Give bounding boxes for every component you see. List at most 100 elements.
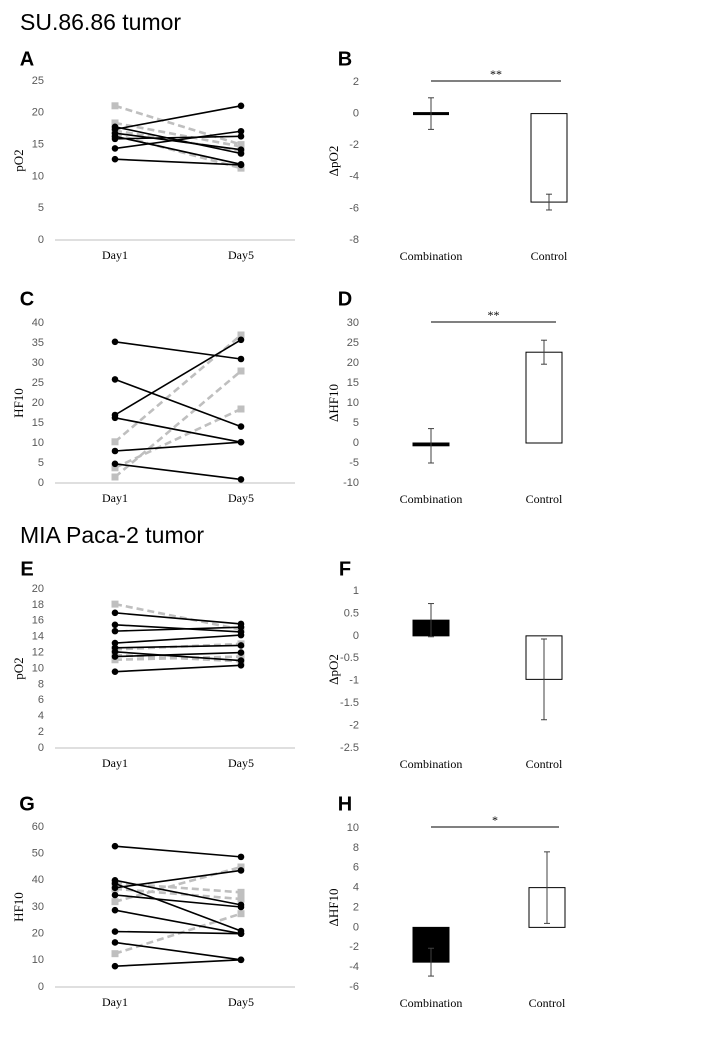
- panel-c-category-label: Day1: [102, 491, 128, 505]
- panel-e-ytick-label: 8: [38, 678, 44, 690]
- panel-e-control-series-line: [114, 642, 242, 651]
- panel-c-control-point: [111, 464, 119, 472]
- panel-f-ytick-label: 0: [353, 630, 359, 642]
- panel-f-ytick-label: -2: [349, 719, 359, 731]
- panel-e-combination-point: [111, 621, 119, 629]
- panel-e-control-series-line: [114, 655, 242, 662]
- panel-c-combination-point: [237, 336, 245, 344]
- panel-f-ytick-label: -0.5: [340, 652, 359, 664]
- panel-f-y-axis-label: ΔpO2: [326, 654, 341, 685]
- panel-e-ytick-label: 14: [32, 631, 44, 643]
- panel-h-ytick-label: 6: [353, 862, 359, 874]
- panel-e-ytick-label: 4: [38, 710, 44, 722]
- panel-b-ytick-label: -2: [349, 139, 359, 151]
- panel-d-ytick-label: 25: [347, 337, 359, 349]
- panel-f-category-label: Combination: [400, 757, 463, 771]
- panel-g-combination-point: [111, 891, 119, 899]
- panel-g-control-point: [237, 895, 245, 903]
- panel-g-combination-point: [237, 867, 245, 874]
- panel-g-letter: G: [19, 793, 35, 815]
- panel-g-combination-series-line: [114, 930, 242, 935]
- panel-e-combination-point: [111, 639, 119, 647]
- panel-e-combination-series-line: [114, 634, 242, 644]
- panel-c-combination-point: [111, 338, 119, 346]
- panel-a-combination-series-line: [114, 158, 242, 166]
- panel-g-combination-series-line: [114, 869, 242, 889]
- panel-a-combination-series-line: [114, 135, 242, 166]
- panel-c-ytick-label: 0: [38, 477, 44, 489]
- panel-e-combination-series-line: [114, 664, 242, 673]
- panel-d-ytick-label: 15: [347, 377, 359, 389]
- panel-h-ytick-label: 8: [353, 842, 359, 854]
- panel-c-ytick-label: 5: [38, 457, 44, 469]
- panel-c-combination-series-line: [114, 417, 242, 443]
- panel-g-ytick-label: 30: [32, 901, 44, 913]
- panel-g-combination-point: [111, 962, 119, 970]
- panel-b-letter: B: [338, 48, 352, 70]
- panel-c-combination-series-line: [114, 341, 242, 360]
- section-title-miapaca2: MIA Paca-2 tumor: [20, 522, 204, 548]
- panel-d-ytick-label: 5: [353, 417, 359, 429]
- panel-a-letter: A: [20, 48, 34, 70]
- panel-e-combination-series-line: [114, 644, 242, 649]
- panel-b-ytick-label: -6: [349, 202, 359, 214]
- panel-g-ytick-label: 10: [32, 954, 44, 966]
- panel-c-combination-series-line: [114, 441, 242, 452]
- panel-g-combination-series-line: [114, 845, 242, 858]
- panel-c-control-point: [237, 405, 245, 413]
- panel-a-ytick-label: 20: [32, 107, 44, 119]
- panel-f-ytick-label: 1: [353, 585, 359, 597]
- panel-g-combination-point: [111, 906, 119, 914]
- panel-g-combination-point: [237, 853, 245, 861]
- panel-g-control-point: [111, 950, 119, 958]
- panel-a-category-label: Day1: [102, 248, 128, 262]
- panel-c-ytick-label: 30: [32, 357, 44, 369]
- panel-c-combination-series-line: [114, 339, 242, 416]
- panel-c-category-label: Day5: [228, 491, 254, 505]
- panel-a-combination-point: [111, 133, 119, 140]
- panel-c-control-point: [237, 367, 245, 375]
- panel-e-control-series-line: [114, 653, 242, 663]
- panel-e-combination-point: [237, 642, 245, 649]
- panel-e-letter: E: [20, 558, 33, 580]
- panel-g-y-axis-label: HF10: [11, 892, 26, 922]
- panel-c-ytick-label: 20: [32, 397, 44, 409]
- panel-a-ytick-label: 5: [38, 202, 44, 214]
- panel-c-ytick-label: 15: [32, 417, 44, 429]
- panel-b-ytick-label: 2: [353, 76, 359, 88]
- panel-c-control-point: [111, 438, 119, 446]
- panel-a-ytick-label: 25: [32, 75, 44, 87]
- panel-e-ytick-label: 2: [38, 726, 44, 738]
- panel-g-control-point: [237, 910, 245, 918]
- panel-h-ytick-label: -4: [349, 961, 359, 973]
- panel-c-ytick-label: 10: [32, 437, 44, 449]
- panel-a-combination-point: [111, 145, 119, 152]
- panel-e-ytick-label: 16: [32, 615, 44, 627]
- panel-e-combination-point: [111, 627, 119, 635]
- panel-h-ytick-label: 4: [353, 882, 359, 894]
- panel-g-control-point: [237, 863, 245, 871]
- panel-d-category-label: Control: [526, 492, 563, 506]
- panel-g-combination-series-line: [114, 959, 242, 967]
- panel-f-chart: F -2.5 -2 -1.5 -1 -0.5 0 0.5 1 ΔpO2 Combination Con…: [326, 558, 563, 771]
- panel-g-control-series-line: [114, 912, 242, 955]
- panel-h-category-label: Combination: [400, 996, 463, 1010]
- panel-f-ytick-label: -1: [349, 675, 359, 687]
- panel-c-combination-point: [111, 460, 119, 468]
- panel-h-ytick-label: 10: [347, 822, 359, 834]
- panel-a-combination-series-line: [114, 135, 242, 140]
- panel-c-ytick-label: 40: [32, 317, 44, 329]
- panel-f-ytick-label: 0.5: [344, 607, 359, 619]
- panel-d-ytick-label: -5: [349, 457, 359, 469]
- panel-d-letter: D: [338, 288, 352, 310]
- panel-d-significance-label: **: [488, 308, 500, 322]
- panel-b-ytick-label: 0: [353, 108, 359, 120]
- panel-e-combination-point: [237, 631, 245, 639]
- panel-c-letter: C: [20, 288, 34, 310]
- panel-b-ytick-label: -8: [349, 234, 359, 246]
- panel-h-ytick-label: -2: [349, 941, 359, 953]
- panel-a-combination-point: [237, 161, 245, 168]
- panel-g-combination-series-line: [114, 882, 242, 932]
- panel-a-chart: A 0 5 10 15 20 25 pO2 Day1 Day5: [11, 48, 295, 262]
- panel-e-combination-point: [111, 609, 119, 617]
